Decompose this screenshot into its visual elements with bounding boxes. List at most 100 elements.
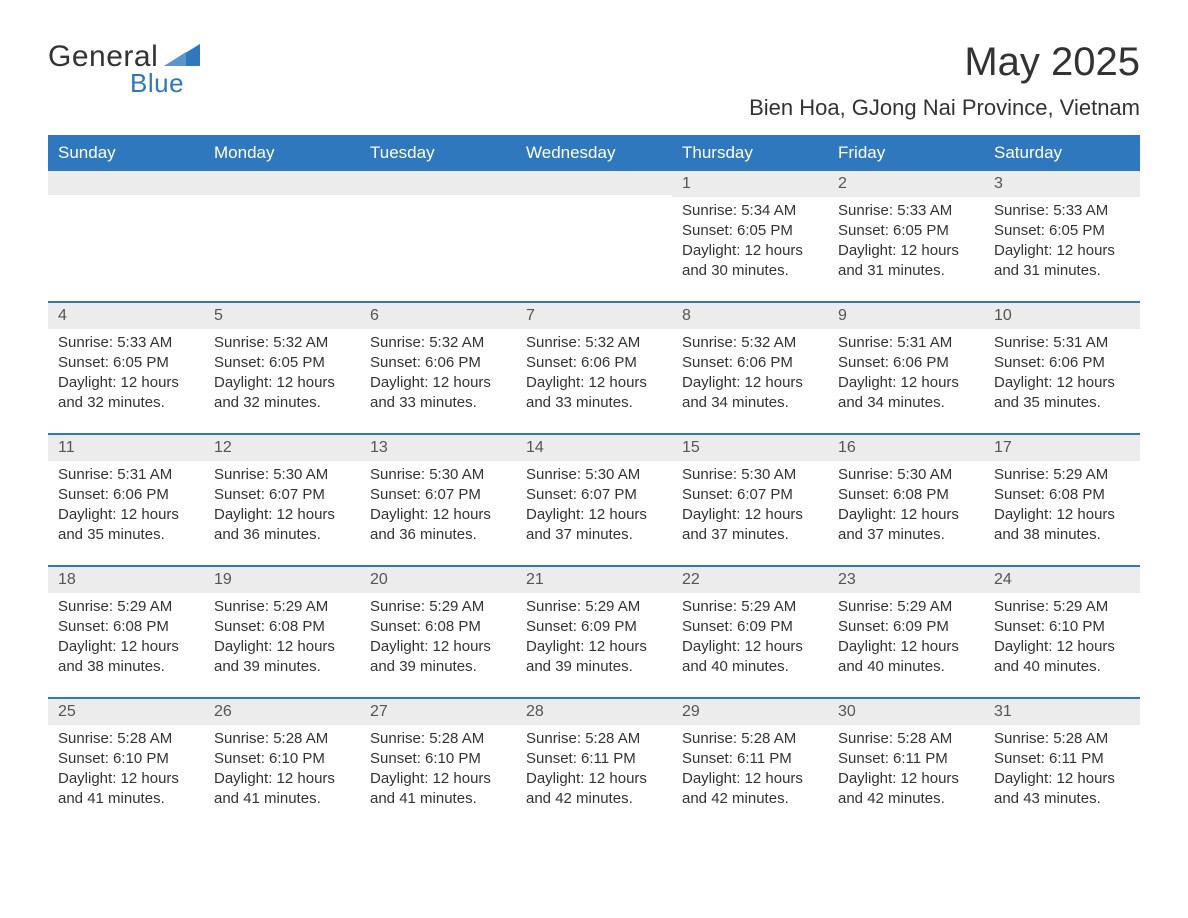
calendar-cell — [516, 171, 672, 291]
day-number: 6 — [360, 303, 516, 329]
sunrise-line: Sunrise: 5:28 AM — [58, 729, 194, 749]
day-body: Sunrise: 5:31 AMSunset: 6:06 PMDaylight:… — [984, 329, 1140, 422]
day-number: 13 — [360, 435, 516, 461]
calendar-cell — [360, 171, 516, 291]
sunrise-line: Sunrise: 5:31 AM — [58, 465, 194, 485]
day-body: Sunrise: 5:28 AMSunset: 6:10 PMDaylight:… — [204, 725, 360, 818]
daylight-line: Daylight: 12 hours and 35 minutes. — [58, 505, 194, 546]
sunset-line: Sunset: 6:06 PM — [58, 485, 194, 505]
daylight-line: Daylight: 12 hours and 41 minutes. — [214, 769, 350, 810]
calendar-cell: 1 Sunrise: 5:34 AMSunset: 6:05 PMDaylight… — [672, 171, 828, 291]
day-number: 31 — [984, 699, 1140, 725]
page-header: General Blue May 2025 Bien Hoa, GJong Na… — [48, 40, 1140, 121]
daylight-line: Daylight: 12 hours and 40 minutes. — [838, 637, 974, 678]
calendar-cell: 26Sunrise: 5:28 AMSunset: 6:10 PMDayligh… — [204, 699, 360, 819]
day-number: 9 — [828, 303, 984, 329]
month-title: May 2025 — [749, 40, 1140, 85]
daylight-line: Daylight: 12 hours and 37 minutes. — [682, 505, 818, 546]
daylight-line: Daylight: 12 hours and 42 minutes. — [526, 769, 662, 810]
day-number: 2 — [828, 171, 984, 197]
day-number-value: 9 — [838, 307, 847, 324]
day-number-value: 17 — [994, 439, 1012, 456]
daylight-line: Daylight: 12 hours and 38 minutes. — [58, 637, 194, 678]
day-number-value: 6 — [370, 307, 379, 324]
calendar-cell: 5Sunrise: 5:32 AMSunset: 6:05 PMDaylight… — [204, 303, 360, 423]
sunset-line: Sunset: 6:05 PM — [682, 221, 818, 241]
sunset-line: Sunset: 6:06 PM — [682, 353, 818, 373]
day-body — [516, 195, 672, 207]
calendar: Sunday Monday Tuesday Wednesday Thursday… — [48, 135, 1140, 819]
week-row: 18Sunrise: 5:29 AMSunset: 6:08 PMDayligh… — [48, 565, 1140, 687]
day-number-value: 4 — [58, 307, 67, 324]
day-number-value: 14 — [526, 439, 544, 456]
sunset-line: Sunset: 6:10 PM — [214, 749, 350, 769]
day-number: 24 — [984, 567, 1140, 593]
sunrise-line: Sunrise: 5:30 AM — [214, 465, 350, 485]
day-number: 18 — [48, 567, 204, 593]
daylight-line: Daylight: 12 hours and 40 minutes. — [682, 637, 818, 678]
sunset-line: Sunset: 6:09 PM — [682, 617, 818, 637]
day-number-value: 10 — [994, 307, 1012, 324]
day-header: Monday — [204, 135, 360, 171]
daylight-line: Daylight: 12 hours and 31 minutes. — [838, 241, 974, 282]
day-number: 27 — [360, 699, 516, 725]
day-number-value: 8 — [682, 307, 691, 324]
sunrise-line: Sunrise: 5:29 AM — [214, 597, 350, 617]
daylight-line: Daylight: 12 hours and 39 minutes. — [526, 637, 662, 678]
daylight-line: Daylight: 12 hours and 40 minutes. — [994, 637, 1130, 678]
day-number: 23 — [828, 567, 984, 593]
day-body: Sunrise: 5:28 AMSunset: 6:10 PMDaylight:… — [360, 725, 516, 818]
sunrise-line: Sunrise: 5:29 AM — [682, 597, 818, 617]
daylight-line: Daylight: 12 hours and 39 minutes. — [214, 637, 350, 678]
sunrise-line: Sunrise: 5:30 AM — [370, 465, 506, 485]
sunrise-line: Sunrise: 5:29 AM — [994, 465, 1130, 485]
day-header: Saturday — [984, 135, 1140, 171]
calendar-cell: 2Sunrise: 5:33 AMSunset: 6:05 PMDaylight… — [828, 171, 984, 291]
day-number: 25 — [48, 699, 204, 725]
sunset-line: Sunset: 6:08 PM — [214, 617, 350, 637]
day-number-value: 11 — [58, 439, 75, 456]
daylight-line: Daylight: 12 hours and 32 minutes. — [214, 373, 350, 414]
day-number: 21 — [516, 567, 672, 593]
brand-word-2: Blue — [130, 68, 200, 99]
day-number: 11 — [48, 435, 204, 461]
day-number — [516, 171, 672, 195]
sunrise-line: Sunrise: 5:28 AM — [370, 729, 506, 749]
sunrise-line: Sunrise: 5:34 AM — [682, 201, 818, 221]
day-number-value: 31 — [994, 703, 1012, 720]
day-body: Sunrise: 5:33 AMSunset: 6:05 PMDaylight:… — [828, 197, 984, 290]
day-body: Sunrise: 5:30 AMSunset: 6:07 PMDaylight:… — [516, 461, 672, 554]
day-body: Sunrise: 5:29 AMSunset: 6:10 PMDaylight:… — [984, 593, 1140, 686]
calendar-cell: 28Sunrise: 5:28 AMSunset: 6:11 PMDayligh… — [516, 699, 672, 819]
day-header: Sunday — [48, 135, 204, 171]
day-body: Sunrise: 5:29 AMSunset: 6:09 PMDaylight:… — [828, 593, 984, 686]
day-number-value: 23 — [838, 571, 856, 588]
sunrise-line: Sunrise: 5:29 AM — [838, 597, 974, 617]
calendar-cell: 24Sunrise: 5:29 AMSunset: 6:10 PMDayligh… — [984, 567, 1140, 687]
daylight-line: Daylight: 12 hours and 33 minutes. — [370, 373, 506, 414]
daylight-line: Daylight: 12 hours and 42 minutes. — [838, 769, 974, 810]
day-body: Sunrise: 5:32 AMSunset: 6:05 PMDaylight:… — [204, 329, 360, 422]
calendar-cell: 19Sunrise: 5:29 AMSunset: 6:08 PMDayligh… — [204, 567, 360, 687]
daylight-line: Daylight: 12 hours and 33 minutes. — [526, 373, 662, 414]
sunrise-line: Sunrise: 5:28 AM — [526, 729, 662, 749]
week-row: 25Sunrise: 5:28 AMSunset: 6:10 PMDayligh… — [48, 697, 1140, 819]
daylight-line: Daylight: 12 hours and 35 minutes. — [994, 373, 1130, 414]
calendar-cell: 30Sunrise: 5:28 AMSunset: 6:11 PMDayligh… — [828, 699, 984, 819]
daylight-line: Daylight: 12 hours and 42 minutes. — [682, 769, 818, 810]
calendar-cell: 21Sunrise: 5:29 AMSunset: 6:09 PMDayligh… — [516, 567, 672, 687]
sunset-line: Sunset: 6:07 PM — [214, 485, 350, 505]
daylight-line: Daylight: 12 hours and 38 minutes. — [994, 505, 1130, 546]
weeks-container: 1Sunrise: 5:34 AMSunset: 6:05 PMDaylight… — [48, 171, 1140, 819]
sunset-line: Sunset: 6:10 PM — [58, 749, 194, 769]
sunset-line: Sunset: 6:05 PM — [58, 353, 194, 373]
day-number: 10 — [984, 303, 1140, 329]
sunset-line: Sunset: 6:07 PM — [370, 485, 506, 505]
day-body: Sunrise: 5:34 AMSunset: 6:05 PMDaylight:… — [672, 197, 828, 290]
day-number-value: 25 — [58, 703, 76, 720]
calendar-cell: 17Sunrise: 5:29 AMSunset: 6:08 PMDayligh… — [984, 435, 1140, 555]
daylight-line: Daylight: 12 hours and 43 minutes. — [994, 769, 1130, 810]
day-body: Sunrise: 5:29 AMSunset: 6:08 PMDaylight:… — [360, 593, 516, 686]
sunset-line: Sunset: 6:11 PM — [838, 749, 974, 769]
day-number-value: 1 — [682, 175, 691, 192]
